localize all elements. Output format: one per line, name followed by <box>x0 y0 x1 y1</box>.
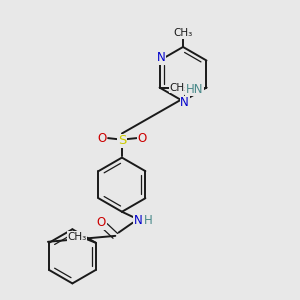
Text: HN: HN <box>185 83 203 96</box>
Text: CH₃: CH₃ <box>68 232 87 242</box>
Text: O: O <box>137 132 146 145</box>
Text: O: O <box>97 216 106 229</box>
Text: N: N <box>180 96 189 109</box>
Text: CH₃: CH₃ <box>173 28 193 38</box>
Text: S: S <box>118 134 126 147</box>
Text: N: N <box>157 51 166 64</box>
Text: H: H <box>144 214 153 226</box>
Text: CH₃: CH₃ <box>169 82 188 93</box>
Text: O: O <box>98 132 107 145</box>
Text: N: N <box>134 214 142 226</box>
